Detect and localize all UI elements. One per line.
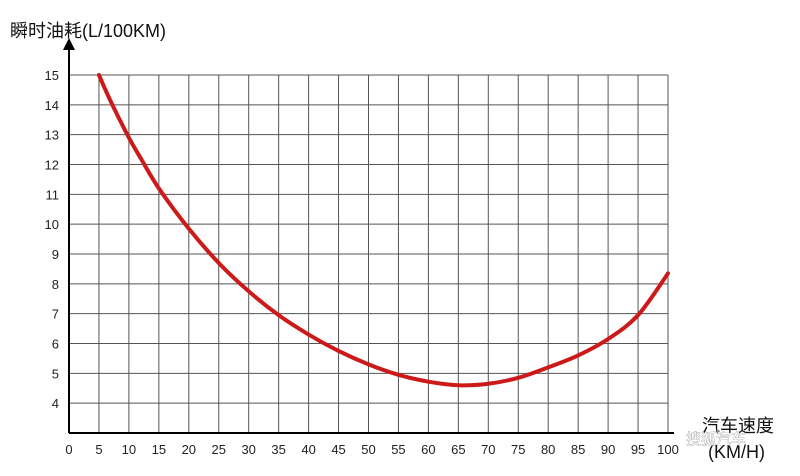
y-tick-label: 9	[52, 247, 59, 262]
y-tick-label: 5	[52, 366, 59, 381]
x-tick-label: 25	[212, 442, 226, 457]
x-tick-label: 40	[301, 442, 315, 457]
y-tick-label: 14	[45, 98, 59, 113]
x-tick-label: 80	[541, 442, 555, 457]
y-tick-label: 12	[45, 158, 59, 173]
x-axis-title-line2: (KM/H)	[708, 442, 765, 462]
x-tick-label: 0	[65, 442, 72, 457]
y-tick-label: 10	[45, 217, 59, 232]
x-tick-label: 5	[95, 442, 102, 457]
fuel-consumption-curve	[96, 73, 670, 388]
y-tick-label: 4	[52, 396, 59, 411]
x-tick-label: 95	[631, 442, 645, 457]
x-tick-label: 75	[511, 442, 525, 457]
y-tick-label: 11	[46, 187, 60, 202]
x-tick-label: 20	[182, 442, 196, 457]
x-tick-label: 45	[331, 442, 345, 457]
series	[96, 73, 670, 388]
y-tick-labels: 4 5 6 7 8 9 10 11 12 13 14 15	[45, 68, 59, 411]
x-tick-labels: 0 5 10 15 20 25 30 35 40 45 50 55 60 65 70 75 80 85 90 95 10…	[65, 442, 678, 457]
x-tick-label: 55	[391, 442, 405, 457]
y-tick-label: 7	[52, 307, 59, 322]
x-tick-label: 15	[152, 442, 166, 457]
y-axis-arrow	[63, 38, 75, 50]
x-tick-label: 85	[571, 442, 585, 457]
y-tick-label: 13	[45, 128, 59, 143]
axes	[63, 38, 674, 434]
y-tick-label: 8	[52, 277, 59, 292]
x-tick-label: 65	[451, 442, 465, 457]
y-axis-title: 瞬时油耗(L/100KM)	[10, 21, 166, 41]
x-tick-label: 30	[241, 442, 255, 457]
y-tick-label: 15	[45, 68, 59, 83]
grid	[69, 74, 669, 433]
x-tick-label: 100	[657, 442, 679, 457]
x-tick-label: 70	[481, 442, 495, 457]
y-tick-label: 6	[52, 337, 59, 352]
x-tick-label: 60	[421, 442, 435, 457]
x-tick-label: 10	[122, 442, 136, 457]
x-axis-title-line1: 汽车速度	[702, 416, 774, 436]
watermark: 搜狐汽车	[686, 431, 746, 448]
x-tick-label: 35	[271, 442, 285, 457]
x-tick-label: 50	[361, 442, 375, 457]
x-tick-label: 90	[601, 442, 615, 457]
